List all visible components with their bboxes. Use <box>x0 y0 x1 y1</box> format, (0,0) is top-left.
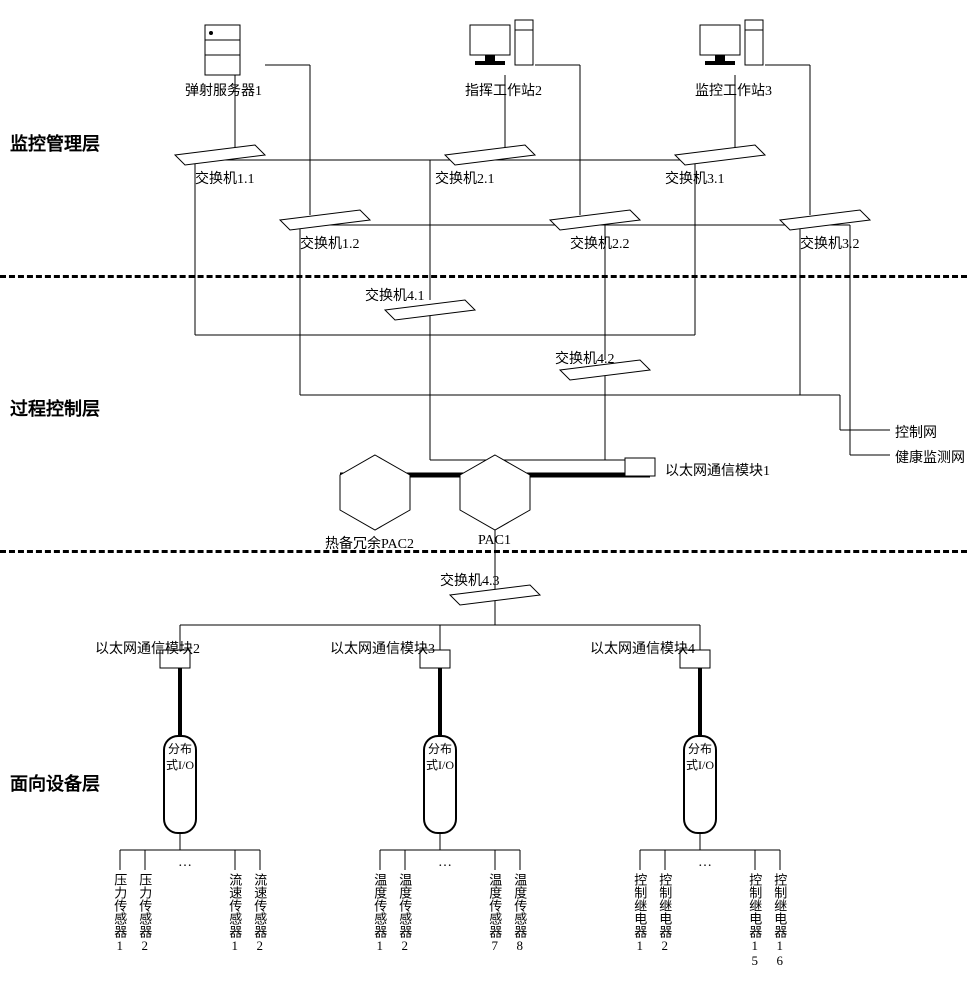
eth2-label: 以太网通信模块2 <box>95 638 200 658</box>
sensor-g3-1: 控制继电器2 <box>657 873 671 953</box>
io-node-2: 分布式I/O <box>423 735 457 834</box>
legend-control: 控制网 <box>895 422 937 442</box>
sensor-g1-0: 压力传感器1 <box>112 873 126 953</box>
sensor-g2-2: 温度传感器7 <box>487 873 501 953</box>
sensor-g3-0: 控制继电器1 <box>632 873 646 953</box>
sw41-label: 交换机4.1 <box>365 285 425 305</box>
sw43-label: 交换机4.3 <box>440 570 500 590</box>
sw42-label: 交换机4.2 <box>555 348 615 368</box>
sw32-label: 交换机3.2 <box>800 233 860 253</box>
ws3-label: 监控工作站3 <box>695 80 772 100</box>
sw11-label: 交换机1.1 <box>195 168 255 188</box>
server1-label: 弹射服务器1 <box>185 80 262 100</box>
pac1-label: PAC1 <box>478 533 511 549</box>
divider-2 <box>0 550 967 553</box>
sensor-g2-3: 温度传感器8 <box>512 873 526 953</box>
sensor-g1-2: 流速传感器1 <box>227 873 241 953</box>
sensor-g3-2: 控制继电器15 <box>747 873 761 968</box>
sw12-label: 交换机1.2 <box>300 233 360 253</box>
layer-top-label: 监控管理层 <box>10 130 100 156</box>
legend-health: 健康监测网 <box>895 447 965 467</box>
divider-1 <box>0 275 967 278</box>
sensor-g1-1: 压力传感器2 <box>137 873 151 953</box>
io-node-1: 分布式I/O <box>163 735 197 834</box>
sensor-g2-0: 温度传感器1 <box>372 873 386 953</box>
eth3-label: 以太网通信模块3 <box>330 638 435 658</box>
eth4-label: 以太网通信模块4 <box>590 638 695 658</box>
sw21-label: 交换机2.1 <box>435 168 495 188</box>
io-node-3: 分布式I/O <box>683 735 717 834</box>
ellipsis-2: … <box>438 855 452 871</box>
ellipsis-1: … <box>178 855 192 871</box>
sw22-label: 交换机2.2 <box>570 233 630 253</box>
sensor-g3-3: 控制继电器16 <box>772 873 786 968</box>
sensor-g2-1: 温度传感器2 <box>397 873 411 953</box>
layer-bot-label: 面向设备层 <box>10 770 100 796</box>
pac2-label: 热备冗余PAC2 <box>325 533 414 553</box>
sw31-label: 交换机3.1 <box>665 168 725 188</box>
sensor-g1-3: 流速传感器2 <box>252 873 266 953</box>
layer-mid-label: 过程控制层 <box>10 395 100 421</box>
ellipsis-3: … <box>698 855 712 871</box>
ws2-label: 指挥工作站2 <box>465 80 542 100</box>
eth1-label: 以太网通信模块1 <box>665 460 770 480</box>
